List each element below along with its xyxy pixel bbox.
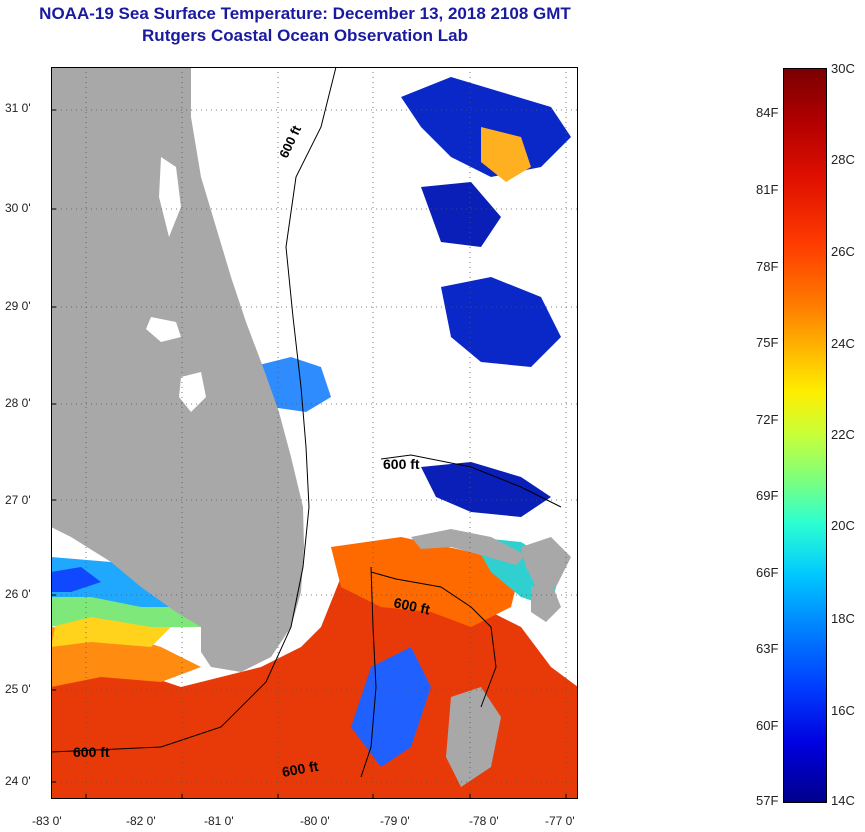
cloud-over-land-1 <box>146 317 181 342</box>
cb-c-14: 14C <box>831 793 855 808</box>
land-florida <box>51 67 304 672</box>
contour-label-central: 600 ft <box>383 456 420 472</box>
cb-f-81: 81F <box>756 182 779 197</box>
lat-tick-24: 24 0' <box>5 774 31 788</box>
map-frame <box>51 67 578 799</box>
lon-tick-80: -80 0' <box>300 814 330 828</box>
sst-cold-northeast-3 <box>421 182 501 247</box>
cb-c-18: 18C <box>831 611 855 626</box>
cloud-over-land-2 <box>159 157 181 237</box>
lon-tick-82: -82 0' <box>126 814 156 828</box>
lat-tick-25: 25 0' <box>5 682 31 696</box>
cb-f-60: 60F <box>756 718 779 733</box>
land-bahamas-east <box>531 582 561 622</box>
graticule <box>51 67 578 799</box>
cb-c-22: 22C <box>831 427 855 442</box>
cb-c-16: 16C <box>831 703 855 718</box>
cb-f-75: 75F <box>756 335 779 350</box>
map-subtitle: Rutgers Coastal Ocean Observation Lab <box>142 26 468 45</box>
map-title: NOAA-19 Sea Surface Temperature: Decembe… <box>39 4 571 23</box>
cb-f-63: 63F <box>756 641 779 656</box>
land-bahamas-grand <box>411 529 526 565</box>
lon-tick-83: -83 0' <box>32 814 62 828</box>
cb-c-28: 28C <box>831 152 855 167</box>
lat-tick-27: 27 0' <box>5 493 31 507</box>
contour-label-bahamas: 600 ft <box>392 594 431 617</box>
cb-c-20: 20C <box>831 518 855 533</box>
lat-tick-28: 28 0' <box>5 396 31 410</box>
sst-orange-east <box>331 537 521 627</box>
cb-f-57: 57F <box>756 793 779 808</box>
cb-c-26: 26C <box>831 244 855 259</box>
lat-tick-30: 30 0' <box>5 201 31 215</box>
sst-mid-northeast <box>481 127 531 182</box>
cb-f-66: 66F <box>756 565 779 580</box>
cb-f-72: 72F <box>756 412 779 427</box>
lat-tick-31: 31 0' <box>5 101 31 115</box>
sst-cold-northeast-1 <box>401 77 571 177</box>
cb-c-30: 30C <box>831 61 855 76</box>
lon-tick-78: -78 0' <box>469 814 499 828</box>
sst-cold-northeast-2 <box>441 277 561 367</box>
isobath-600ft <box>51 67 562 778</box>
cb-f-69: 69F <box>756 488 779 503</box>
cb-c-24: 24C <box>831 336 855 351</box>
lon-tick-79: -79 0' <box>380 814 410 828</box>
sst-map: 600 ft 600 ft 600 ft 600 ft 600 ft <box>51 67 578 799</box>
sst-blue-east <box>351 647 431 767</box>
contour-label-south: 600 ft <box>281 758 320 780</box>
land-bahamas-andros <box>446 687 501 787</box>
contour-label-southwest: 600 ft <box>73 744 110 760</box>
sst-cold-central <box>421 462 551 517</box>
colorbar <box>783 68 827 803</box>
cb-f-84: 84F <box>756 105 779 120</box>
sst-cold-west <box>51 567 101 592</box>
lon-tick-77: -77 0' <box>545 814 575 828</box>
lat-tick-26: 26 0' <box>5 587 31 601</box>
cloud-over-land-3 <box>179 372 206 412</box>
lon-tick-81: -81 0' <box>204 814 234 828</box>
land-bahamas-abaco <box>521 537 571 587</box>
cb-f-78: 78F <box>756 259 779 274</box>
lat-tick-29: 29 0' <box>5 299 31 313</box>
